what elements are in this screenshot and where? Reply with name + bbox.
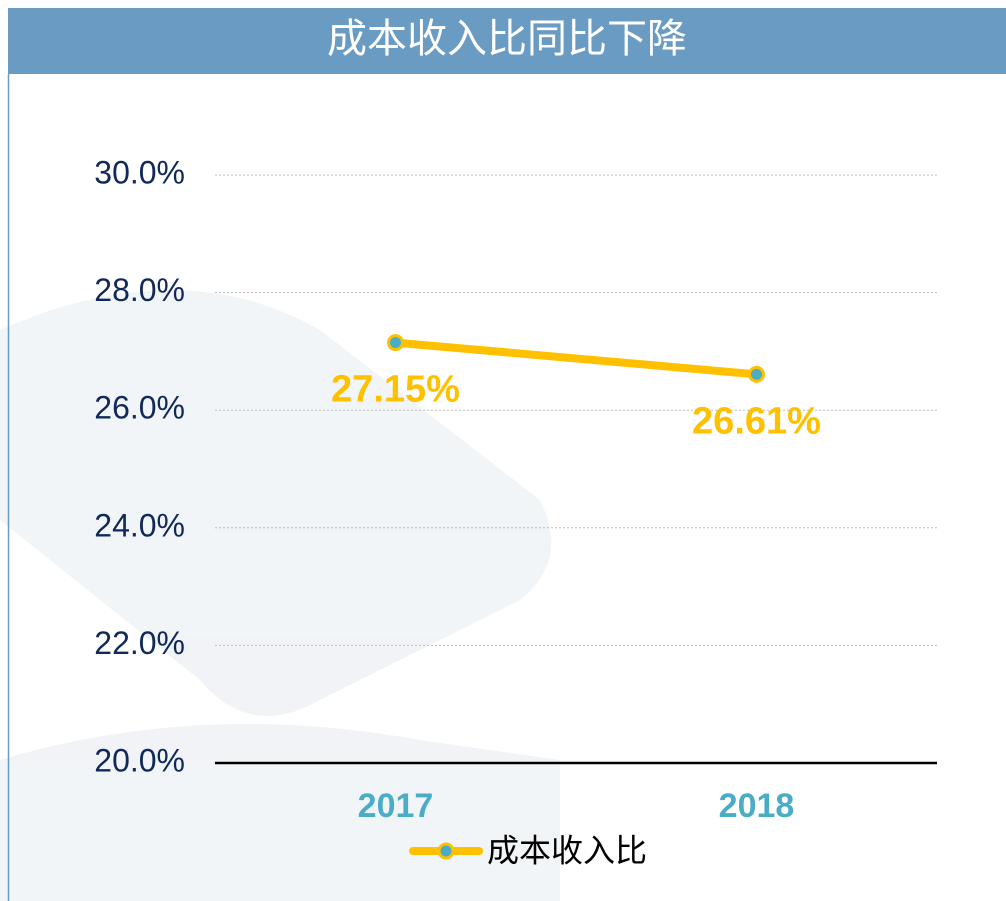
watermark	[0, 290, 560, 901]
x-tick-label: 2018	[719, 787, 795, 825]
legend-marker	[437, 842, 455, 860]
y-tick-label: 22.0%	[94, 625, 185, 661]
data-label: 27.15%	[331, 369, 460, 411]
legend-label: 成本收入比	[487, 832, 647, 870]
title-banner	[8, 8, 1006, 74]
y-tick-label: 20.0%	[94, 742, 185, 778]
chart-title: 成本收入比同比下降	[327, 16, 687, 62]
data-label: 26.61%	[692, 400, 821, 442]
y-tick-label: 26.0%	[94, 390, 185, 426]
y-tick-label: 28.0%	[94, 272, 185, 308]
y-tick-label: 24.0%	[94, 507, 185, 543]
series-line	[391, 338, 761, 379]
x-tick-label: 2017	[358, 787, 434, 825]
marker	[387, 334, 404, 352]
y-tick-label: 30.0%	[94, 154, 185, 190]
marker	[748, 365, 765, 383]
